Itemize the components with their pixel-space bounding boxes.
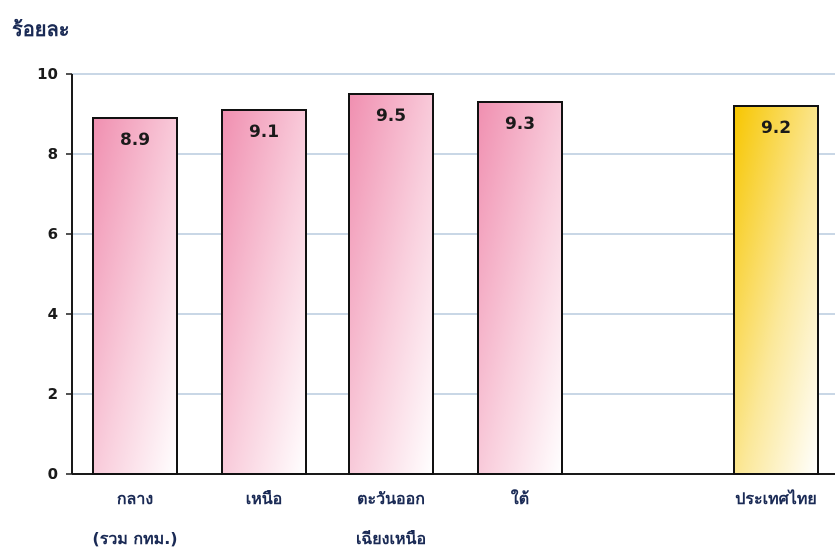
bar-region [348, 93, 434, 475]
category-label: (รวม กทม.) [92, 529, 177, 548]
bar-total [733, 105, 819, 475]
category-label: ใต้ [511, 489, 529, 508]
data-labels: 8.9 9.1 9.5 9.3 9.2 [120, 106, 791, 150]
y-tick-labels: 0 2 4 6 8 10 [37, 65, 58, 483]
data-label: 8.9 [120, 130, 150, 150]
category-label: เฉียงเหนือ [356, 529, 426, 548]
bars [92, 93, 819, 475]
y-tick-label: 10 [37, 65, 58, 83]
category-label: เหนือ [246, 489, 283, 508]
y-tick-label: 8 [48, 145, 58, 163]
gridlines [72, 73, 835, 395]
data-label: 9.1 [249, 122, 279, 142]
category-label: กลาง [117, 489, 153, 508]
y-tick-label: 6 [48, 225, 58, 243]
bar-region [92, 117, 178, 475]
y-tick-label: 2 [48, 385, 58, 403]
y-tick-label: 4 [48, 305, 58, 323]
data-label: 9.3 [505, 114, 535, 134]
data-label: 9.2 [761, 118, 791, 138]
axes [66, 73, 835, 475]
y-axis-label: ร้อยละ [12, 17, 69, 41]
bar-region [477, 101, 563, 475]
category-label: ประเทศไทย [735, 489, 816, 508]
y-tick-label: 0 [48, 465, 58, 483]
bar-region [221, 109, 307, 475]
data-label: 9.5 [376, 106, 406, 126]
category-label: ตะวันออก [357, 489, 425, 508]
